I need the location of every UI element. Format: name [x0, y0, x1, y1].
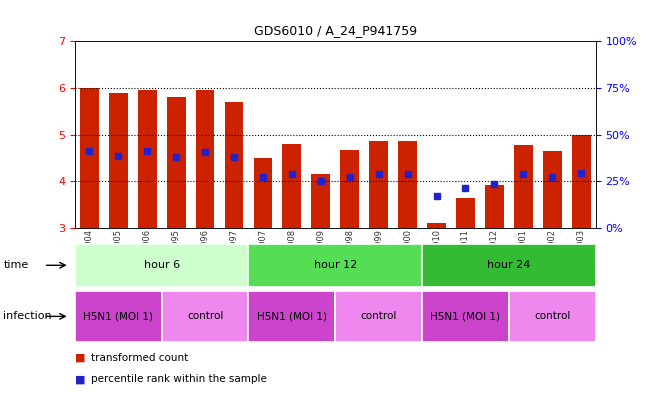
Bar — [249, 244, 422, 287]
Bar — [456, 198, 475, 228]
Bar — [109, 93, 128, 228]
Bar — [75, 244, 249, 287]
Text: time: time — [3, 260, 29, 270]
Text: control: control — [534, 311, 570, 321]
Bar — [80, 88, 99, 228]
Bar — [138, 90, 157, 228]
Bar — [161, 291, 249, 342]
Text: ■: ■ — [75, 353, 85, 363]
Bar — [427, 223, 446, 228]
Text: hour 6: hour 6 — [144, 260, 180, 270]
Bar — [311, 174, 330, 228]
Bar — [422, 244, 596, 287]
Bar — [422, 291, 509, 342]
Bar — [398, 141, 417, 228]
Text: H5N1 (MOI 1): H5N1 (MOI 1) — [83, 311, 153, 321]
Text: GDS6010 / A_24_P941759: GDS6010 / A_24_P941759 — [254, 24, 417, 37]
Bar — [543, 151, 562, 228]
Text: ■: ■ — [75, 374, 85, 384]
Bar — [196, 90, 214, 228]
Bar — [225, 102, 243, 228]
Text: hour 12: hour 12 — [314, 260, 357, 270]
Text: H5N1 (MOI 1): H5N1 (MOI 1) — [257, 311, 327, 321]
Bar — [253, 158, 272, 228]
Bar — [167, 97, 186, 228]
Bar — [249, 291, 335, 342]
Bar — [485, 185, 504, 228]
Text: control: control — [361, 311, 397, 321]
Bar — [369, 141, 388, 228]
Bar — [572, 134, 590, 228]
Bar — [75, 291, 161, 342]
Bar — [509, 291, 596, 342]
Text: transformed count: transformed count — [91, 353, 188, 363]
Bar — [340, 149, 359, 228]
Bar — [283, 144, 301, 228]
Text: percentile rank within the sample: percentile rank within the sample — [91, 374, 267, 384]
Text: hour 24: hour 24 — [487, 260, 531, 270]
Text: infection: infection — [3, 311, 52, 321]
Text: control: control — [187, 311, 223, 321]
Bar — [514, 145, 533, 228]
Text: H5N1 (MOI 1): H5N1 (MOI 1) — [430, 311, 501, 321]
Bar — [335, 291, 422, 342]
